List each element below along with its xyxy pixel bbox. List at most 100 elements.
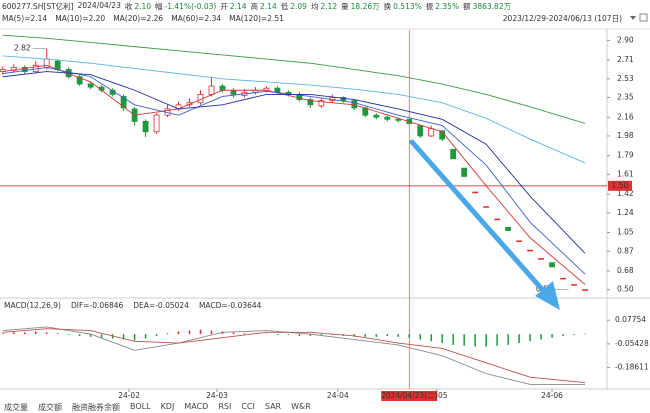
- current-price-label: 1.50: [612, 181, 629, 190]
- settings-icon[interactable]: [639, 13, 648, 22]
- indicator-tab[interactable]: 成交额: [38, 403, 62, 412]
- legend-entry: MA(20)=2.26: [113, 14, 163, 23]
- candle-body: [395, 118, 402, 121]
- y-tick-label: 1.61: [617, 169, 634, 178]
- indicator-tab[interactable]: MACD: [184, 402, 209, 411]
- y-tick-label: 0.07754: [615, 315, 646, 324]
- y-tick-label: 2.53: [617, 74, 634, 83]
- candle-body: [142, 121, 149, 133]
- candle-body: [384, 116, 391, 120]
- stock-code: 600277.SH[ST亿利]: [2, 2, 74, 11]
- candle-body: [483, 206, 490, 208]
- indicator-tab[interactable]: 成交量: [4, 403, 28, 412]
- field-value: 2.09: [290, 2, 307, 11]
- candle-body: [571, 284, 577, 286]
- y-tick-label: 1.79: [617, 151, 634, 160]
- y-tick-label: 1.98: [617, 131, 634, 140]
- candle-body: [120, 96, 127, 109]
- field-value: 18.26万: [350, 2, 380, 11]
- ma-line: [2, 34, 586, 124]
- field-value: 3863.82万: [472, 2, 512, 11]
- candle-body: [582, 289, 588, 291]
- legend-entry: MA(60)=2.34: [171, 14, 221, 23]
- y-tick-label: 1.05: [617, 228, 634, 237]
- indicator-tab[interactable]: SAR: [264, 402, 282, 411]
- legend-entry: MA(5)=2.14: [2, 14, 47, 23]
- field-label: 收: [124, 2, 133, 11]
- field-label: 高: [250, 2, 259, 11]
- candle-body: [450, 149, 457, 160]
- ma-line: [2, 66, 586, 275]
- candle-body: [307, 99, 314, 106]
- range-label: 2023/12/29-2024/06/13 (107日): [503, 14, 622, 23]
- candle-body: [538, 258, 544, 260]
- quote-field: 高 2.14: [251, 1, 277, 12]
- candle-body: [0, 69, 6, 72]
- quote-header: 600277.SH[ST亿利] 2024/04/23 收 2.10 幅 -1.41%(…: [2, 1, 511, 12]
- y-tick-label: 0.68: [617, 266, 634, 275]
- quote-field: 均 2.12: [311, 1, 337, 12]
- candle-body: [373, 114, 380, 118]
- y-tick-label: -0.05428: [615, 339, 649, 348]
- indicator-title: MACD(12,26,9): [4, 301, 61, 310]
- y-tick-label: 2.16: [617, 112, 634, 121]
- field-label: 换: [383, 2, 392, 11]
- candle-body: [516, 240, 523, 243]
- macd-line: [2, 328, 586, 384]
- indicator-tab[interactable]: BOLL: [130, 402, 151, 411]
- candle-body: [230, 89, 237, 95]
- field-value: -1.41%(-0.03): [164, 2, 217, 11]
- field-label: 幅: [155, 2, 163, 11]
- crosshair-label: 2024/04/23(二): [381, 391, 438, 400]
- legend-entry: DEA=-0.05024: [133, 301, 189, 310]
- y-tick-label: 0.50: [617, 285, 634, 294]
- y-tick-label: 1.24: [617, 208, 634, 217]
- candle-body: [318, 100, 325, 107]
- ma-line: [2, 71, 586, 254]
- candle-body: [527, 249, 533, 252]
- dropdown-icon[interactable]: [630, 16, 636, 20]
- quote-field: 额 3863.82万: [463, 1, 511, 12]
- candle-body: [549, 262, 555, 268]
- candle-body: [274, 87, 281, 93]
- indicator-tab[interactable]: W&R: [291, 402, 311, 411]
- field-value: 2.12: [320, 2, 338, 11]
- ma-line: [2, 55, 586, 164]
- field-label: 开: [220, 2, 228, 11]
- candle-body: [54, 60, 61, 70]
- indicator-tab[interactable]: RSI: [218, 402, 232, 411]
- candle-body: [461, 167, 468, 177]
- quote-date: 2024/04/23: [77, 1, 121, 10]
- field-value: 2.14: [260, 2, 277, 11]
- legend-entry: DIF=-0.06846: [71, 301, 124, 310]
- indicator-tab[interactable]: 融资融券余额: [72, 403, 120, 412]
- indicator-tab[interactable]: KDJ: [160, 402, 175, 411]
- field-value: 2.35%: [435, 2, 460, 11]
- current-price-tag: [608, 180, 632, 191]
- candle-body: [87, 83, 94, 88]
- field-value: 2.14: [229, 2, 247, 11]
- legend-entry: MACD=-0.03644: [199, 301, 262, 310]
- candle-body: [494, 218, 501, 221]
- indicator-tab[interactable]: CCI: [241, 402, 255, 411]
- candle-body: [186, 102, 193, 106]
- y-tick-label: 0.87: [617, 246, 634, 255]
- quote-field: 低 2.09: [281, 1, 307, 12]
- x-tick-label: 24-06: [541, 391, 563, 400]
- legend-entry: MA(10)=2.20: [55, 14, 105, 23]
- annotation-label: 2.82: [14, 44, 31, 53]
- candle-body: [219, 85, 226, 91]
- x-tick-label: 24-04: [327, 391, 349, 400]
- y-tick-label: 1.42: [617, 189, 634, 198]
- field-label: 振: [425, 2, 434, 11]
- candle-body: [340, 97, 347, 102]
- quote-field: 换 0.513%: [384, 1, 422, 12]
- candle-body: [428, 128, 435, 137]
- field-value: 2.10: [134, 2, 152, 11]
- candle-body: [10, 66, 17, 71]
- candle-body: [560, 277, 566, 280]
- crosshair-tag: [381, 391, 438, 401]
- y-tick-label: 2.35: [617, 93, 634, 102]
- y-tick-label: -0.18611: [615, 363, 649, 372]
